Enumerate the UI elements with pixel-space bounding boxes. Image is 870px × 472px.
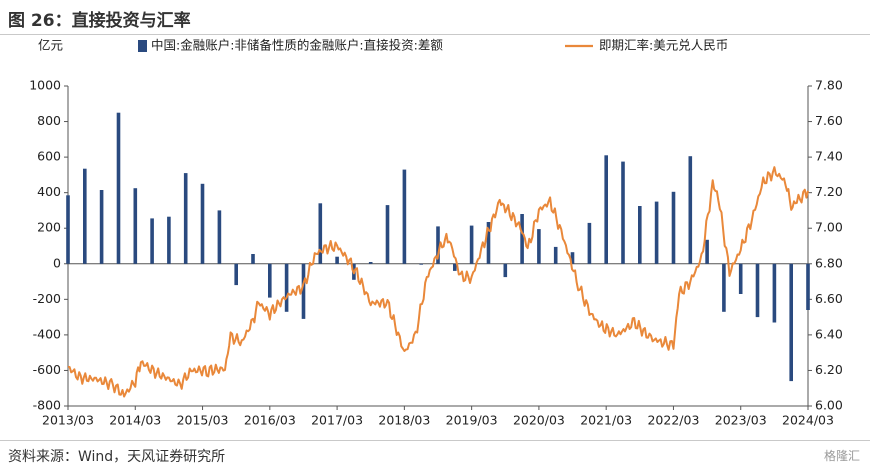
y-right-tick-label: 7.60 [815, 113, 843, 128]
x-tick-label: 2023/03 [715, 413, 767, 428]
bar-2013Q1 [66, 195, 70, 264]
y-right-tick-label: 7.00 [815, 220, 843, 235]
legend-bar-label: 中国:金融账户:非储备性质的金融账户:直接投资:差额 [151, 38, 443, 53]
bar-2015Q4 [251, 254, 255, 264]
x-tick-label: 2022/03 [647, 413, 699, 428]
legend-bar-swatch [138, 40, 147, 52]
bar-2019Q4 [520, 214, 524, 264]
bar-2017Q4 [385, 205, 390, 264]
bar-2022Q1 [671, 191, 676, 264]
bar-2022Q2 [688, 156, 693, 264]
fx-rate-line [67, 166, 809, 398]
bar-2021Q4 [654, 201, 659, 264]
title-divider [0, 34, 870, 35]
x-tick-label: 2018/03 [378, 413, 430, 428]
footer-divider [0, 440, 870, 441]
bar-2017Q3 [368, 262, 373, 264]
bar-2021Q2 [621, 161, 625, 264]
bar-2019Q2 [486, 222, 491, 264]
bar-2024Q1 [806, 263, 810, 310]
y-left-tick-label: 0 [53, 255, 61, 270]
bar-2023Q2 [755, 263, 760, 318]
axis-labels: 亿元 [38, 38, 63, 53]
bar-2021Q1 [604, 155, 608, 264]
bar-2023Q3 [772, 263, 777, 323]
y-right-tick-label: 6.20 [815, 362, 843, 377]
bar-2018Q1 [402, 169, 407, 264]
chart-axes: 1000 800 600 400 200 0 -200 -400 -600 -800 7.80 7.6… [29, 78, 843, 428]
bar-2015Q2 [217, 210, 222, 264]
bar-2020Q3 [570, 252, 575, 264]
bar-2020Q4 [587, 222, 592, 264]
bar-2013Q4 [116, 112, 121, 264]
y-right-tick-label: 6.40 [815, 326, 843, 341]
y-left-tick-label: 1000 [29, 78, 61, 93]
x-tick-label: 2024/03 [782, 413, 834, 428]
x-tick-label: 2019/03 [446, 413, 498, 428]
bar-2017Q1 [335, 256, 339, 264]
bar-2015Q1 [200, 183, 205, 264]
x-tick-label: 2014/03 [109, 413, 161, 428]
x-tick-label: 2013/03 [42, 413, 94, 428]
y-left-unit-label: 亿元 [38, 38, 63, 53]
bar-2018Q3 [436, 226, 440, 264]
bar-2016Q2 [284, 263, 289, 312]
bar-2019Q3 [503, 263, 508, 278]
bar-2013Q2 [83, 168, 87, 264]
legend-line-label: 即期汇率:美元兑人民币 [599, 38, 728, 53]
figure-title: 图 26：直接投资与汇率 [8, 11, 191, 31]
bar-2014Q3 [167, 216, 171, 264]
y-left-tick-label: 400 [37, 184, 61, 199]
legend: 中国:金融账户:非储备性质的金融账户:直接投资:差额 即期汇率:美元兑人民币 [138, 38, 728, 53]
x-tick-label: 2016/03 [244, 413, 296, 428]
bar-2016Q1 [268, 263, 272, 298]
bar-2015Q3 [234, 263, 238, 286]
y-left-tick-label: 800 [37, 113, 61, 128]
y-left-tick-label: -600 [33, 362, 61, 377]
source-note: 资料来源：Wind，天风证券研究所 [8, 449, 226, 465]
y-left-tick-label: 600 [37, 149, 61, 164]
bar-2019Q1 [469, 225, 474, 264]
bar-2022Q4 [722, 263, 726, 312]
bar-2014Q2 [150, 218, 154, 264]
bar-2020Q2 [553, 246, 558, 264]
line-series [67, 166, 809, 398]
y-right-tick-label: 6.80 [815, 255, 843, 270]
x-tick-label: 2020/03 [513, 413, 565, 428]
watermark-logo: 格隆汇 [823, 449, 860, 463]
chart: 1000 800 600 400 200 0 -200 -400 -600 -800 7.80 7.6… [29, 38, 843, 428]
bar-2014Q4 [183, 173, 188, 264]
y-right-tick-label: 7.20 [815, 184, 843, 199]
bar-2016Q3 [301, 263, 306, 319]
bar-2023Q4 [789, 263, 793, 382]
bar-2014Q1 [133, 188, 138, 264]
y-right-tick-label: 7.80 [815, 78, 843, 93]
bar-2016Q4 [318, 203, 323, 264]
y-left-tick-label: -400 [33, 326, 61, 341]
x-tick-label: 2015/03 [177, 413, 229, 428]
y-left-tick-label: 200 [37, 220, 61, 235]
x-tick-label: 2021/03 [580, 413, 632, 428]
x-tick-label: 2017/03 [311, 413, 363, 428]
y-right-tick-label: 6.00 [815, 398, 843, 413]
bar-2018Q4 [453, 263, 457, 271]
bar-2013Q3 [99, 190, 104, 264]
y-left-tick-label: -200 [33, 291, 61, 306]
bar-2020Q1 [537, 229, 541, 264]
y-right-tick-label: 6.60 [815, 291, 843, 306]
y-left-tick-label: -800 [33, 398, 61, 413]
bar-2022Q3 [705, 239, 709, 264]
bar-2018Q2 [419, 263, 423, 265]
bar-2023Q1 [738, 263, 743, 294]
bar-series [66, 112, 810, 382]
y-right-tick-label: 7.40 [815, 149, 843, 164]
bar-2021Q3 [638, 206, 642, 264]
